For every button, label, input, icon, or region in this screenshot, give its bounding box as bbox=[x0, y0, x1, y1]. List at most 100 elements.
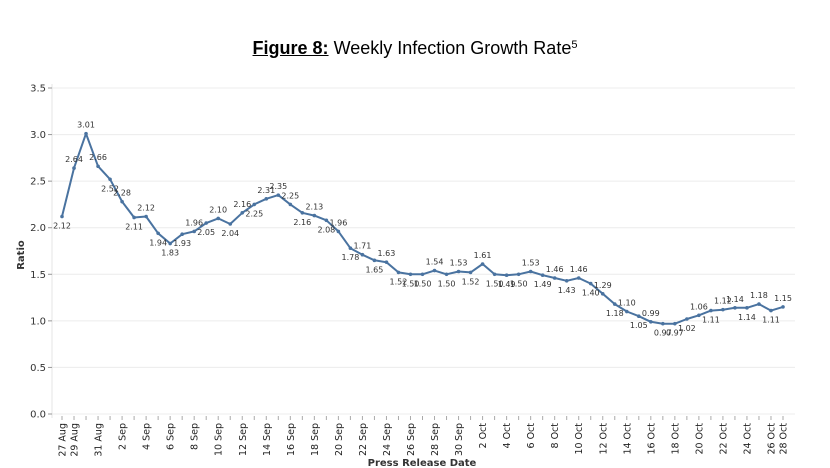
data-point bbox=[552, 276, 557, 280]
data-label: 1.50 bbox=[438, 279, 456, 288]
y-tick-label: 2.0 bbox=[30, 223, 46, 234]
data-label: 2.25 bbox=[281, 191, 299, 200]
x-tick-label: 31 Aug bbox=[94, 423, 105, 457]
data-label: 1.46 bbox=[546, 265, 564, 274]
gridlines bbox=[51, 84, 795, 418]
x-tick-label: 16 Sep bbox=[286, 423, 297, 456]
data-label: 1.10 bbox=[618, 299, 636, 308]
data-label: 1.18 bbox=[606, 309, 624, 318]
data-point bbox=[72, 166, 76, 170]
data-label: 0.97 bbox=[654, 329, 672, 338]
data-point bbox=[420, 272, 425, 277]
chart-title: Figure 8: Weekly Infection Growth Rate5 bbox=[0, 38, 830, 59]
data-label: 1.02 bbox=[678, 324, 696, 333]
y-tick-label: 3.5 bbox=[30, 84, 46, 95]
data-label: 1.46 bbox=[570, 265, 588, 274]
data-point bbox=[528, 269, 533, 274]
data-point bbox=[480, 262, 485, 266]
data-point bbox=[396, 270, 401, 275]
data-point bbox=[456, 269, 461, 274]
data-point bbox=[697, 313, 701, 318]
data-point bbox=[300, 211, 305, 215]
data-point bbox=[264, 197, 269, 201]
x-tick-label: 18 Oct bbox=[670, 423, 681, 455]
x-tick-label: 2 Oct bbox=[478, 423, 489, 449]
data-label: 1.52 bbox=[462, 277, 480, 286]
y-tick-label: 2.5 bbox=[30, 177, 46, 188]
data-point bbox=[192, 229, 196, 234]
data-point bbox=[168, 241, 172, 246]
data-label: 2.05 bbox=[197, 228, 215, 237]
x-tick-label: 27 Aug bbox=[58, 423, 69, 457]
data-label: 1.54 bbox=[426, 258, 444, 267]
data-label: 2.04 bbox=[221, 229, 239, 238]
data-point bbox=[60, 214, 64, 219]
data-label: 1.61 bbox=[474, 251, 492, 260]
series-line bbox=[61, 132, 784, 325]
x-tick-label: 24 Oct bbox=[742, 423, 753, 455]
data-label: 1.53 bbox=[450, 258, 468, 267]
data-point bbox=[240, 211, 245, 215]
y-tick-label: 0.5 bbox=[30, 363, 46, 374]
y-tick-label: 0.0 bbox=[30, 410, 46, 421]
y-axis: 0.0 0.5 1.0 1.5 2.0 2.5 3.0 3.5 bbox=[30, 84, 52, 421]
data-point bbox=[649, 319, 653, 324]
data-label: 1.63 bbox=[378, 249, 396, 258]
data-point bbox=[276, 193, 281, 197]
data-label: 1.50 bbox=[510, 279, 528, 288]
x-tick-label: 8 Oct bbox=[550, 423, 561, 449]
data-label: 2.08 bbox=[317, 225, 335, 234]
data-label: 2.35 bbox=[269, 182, 287, 191]
data-label: 1.14 bbox=[726, 295, 744, 304]
data-label: 2.66 bbox=[89, 153, 107, 162]
data-label: 1.93 bbox=[173, 239, 191, 248]
data-label: 3.01 bbox=[77, 121, 95, 130]
data-label: 1.71 bbox=[354, 242, 372, 251]
data-label: 1.43 bbox=[558, 286, 576, 295]
data-label: 2.52 bbox=[101, 184, 119, 193]
y-tick-label: 1.5 bbox=[30, 270, 46, 281]
data-point bbox=[637, 314, 641, 319]
data-label: 1.94 bbox=[149, 238, 167, 247]
data-label: 2.11 bbox=[125, 222, 143, 231]
data-point bbox=[324, 218, 329, 223]
data-label: 2.16 bbox=[293, 218, 311, 227]
data-point bbox=[721, 307, 725, 312]
data-label: 2.28 bbox=[113, 189, 131, 198]
data-point bbox=[588, 281, 593, 286]
data-label: 1.06 bbox=[690, 302, 708, 311]
data-label: 1.53 bbox=[522, 258, 540, 267]
y-tick-label: 3.0 bbox=[30, 130, 46, 141]
data-point bbox=[492, 272, 497, 277]
data-point bbox=[312, 213, 317, 218]
data-point bbox=[84, 131, 88, 136]
data-point bbox=[612, 302, 617, 306]
data-label: 0.97 bbox=[666, 329, 684, 338]
data-label: 1.49 bbox=[498, 280, 516, 289]
data-point bbox=[372, 258, 377, 263]
data-point bbox=[432, 268, 437, 273]
x-axis: 27 Aug 29 Aug 31 Aug 2 Sep 4 Sep 6 Sep 8 Sep 10… bbox=[58, 416, 790, 457]
x-tick-label: 6 Oct bbox=[526, 423, 537, 449]
data-label: 1.96 bbox=[185, 218, 203, 227]
data-point bbox=[709, 308, 713, 313]
x-tick-label: 24 Sep bbox=[382, 423, 393, 456]
data-point bbox=[673, 321, 677, 326]
data-label: 2.16 bbox=[233, 200, 251, 209]
data-point bbox=[204, 221, 208, 225]
data-label: 1.50 bbox=[486, 279, 504, 288]
data-label: 2.12 bbox=[53, 222, 71, 231]
data-label: 1.11 bbox=[762, 316, 780, 325]
data-point bbox=[685, 317, 689, 321]
figure-number: Figure 8: bbox=[252, 38, 329, 58]
x-tick-label: 28 Oct bbox=[779, 423, 790, 455]
data-point bbox=[216, 216, 221, 221]
data-label: 1.05 bbox=[630, 321, 648, 330]
data-label: 1.96 bbox=[329, 218, 347, 227]
data-label: 1.11 bbox=[702, 316, 720, 325]
footnote-marker: 5 bbox=[571, 39, 578, 51]
x-tick-label: 6 Sep bbox=[166, 423, 177, 450]
x-tick-label: 22 Oct bbox=[718, 423, 729, 455]
data-point bbox=[769, 308, 773, 313]
data-point bbox=[781, 305, 785, 309]
